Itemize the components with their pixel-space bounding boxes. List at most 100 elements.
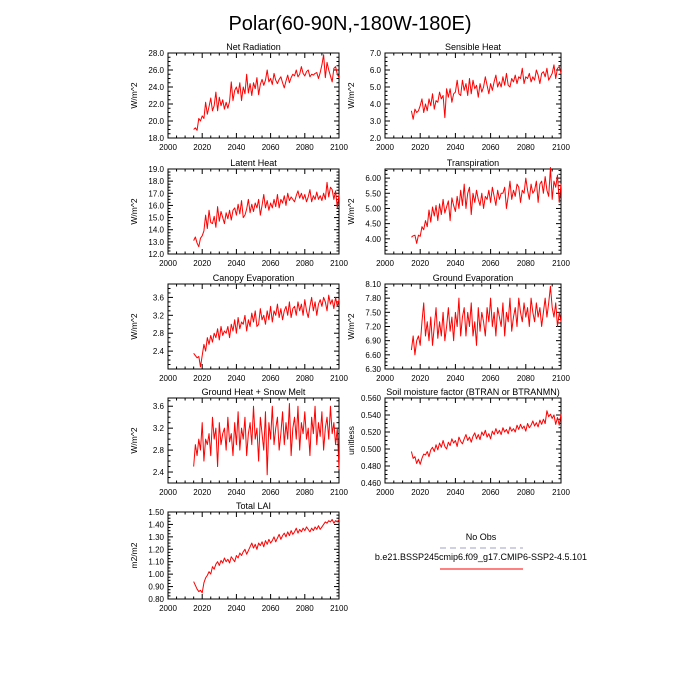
y-axis-label: W/m^2 [129,427,139,453]
x-tick-label: 2040 [228,374,246,383]
x-tick-label: 2060 [262,488,280,497]
x-tick-label: 2020 [193,604,211,613]
panel-net-radiation: Net Radiation 2000 2020 2040 2060 2080 2100 18.… [129,42,348,152]
panel-title: Ground Heat + Snow Melt [202,387,306,397]
y-tick-label: 7.20 [365,323,381,332]
panel-title: Transpiration [447,158,499,168]
x-tick-label: 2040 [447,374,465,383]
y-tick-label: 0.460 [361,479,382,488]
x-tick-label: 2040 [228,488,246,497]
y-tick-label: 7.50 [365,308,381,317]
y-axis-label: W/m^2 [346,313,356,339]
y-axis-label: W/m^2 [346,198,356,224]
x-tick-label: 2040 [447,143,465,152]
y-tick-label: 1.10 [148,558,164,567]
y-tick-label: 6.00 [365,174,381,183]
panel-title: Canopy Evaporation [213,273,295,283]
x-tick-label: 2080 [517,374,535,383]
y-tick-label: 22.0 [148,100,164,109]
x-tick-label: 2060 [262,604,280,613]
series-line [193,181,340,248]
plot-frame [167,283,340,370]
y-tick-label: 0.80 [148,595,164,604]
y-tick-label: 2.4 [153,468,165,477]
panel-soil-moisture-factor-btran-or-btranmn: Soil moisture factor (BTRAN or BTRANMN) 2… [346,387,570,497]
x-tick-label: 2100 [330,259,348,268]
x-tick-label: 2100 [552,143,570,152]
y-tick-label: 2.4 [153,347,165,356]
y-tick-label: 2.8 [153,329,165,338]
y-tick-label: 6.60 [365,351,381,360]
y-tick-label: 1.50 [148,508,164,517]
panel-canopy-evaporation: Canopy Evaporation 2000 2020 2040 2060 2080 21… [129,273,348,383]
y-tick-label: 5.00 [365,204,381,213]
y-axis-label: W/m^2 [346,82,356,108]
x-tick-label: 2020 [193,374,211,383]
panel-ground-evaporation: Ground Evaporation 2000 2020 2040 2060 2080 21… [346,273,570,383]
x-tick-label: 2100 [330,488,348,497]
plot-frame [384,283,562,370]
y-tick-label: 28.0 [148,49,164,58]
x-tick-label: 2100 [330,374,348,383]
x-tick-label: 2100 [552,259,570,268]
series-line [411,166,562,244]
y-tick-label: 3.2 [153,311,165,320]
x-tick-label: 2100 [552,374,570,383]
x-tick-label: 2020 [193,143,211,152]
y-tick-label: 3.2 [153,424,165,433]
y-tick-label: 0.90 [148,583,164,592]
figure-title: Polar(60-90N,-180W-180E) [228,13,471,35]
y-tick-label: 19.0 [148,165,164,174]
y-tick-label: 3.6 [153,402,165,411]
panel-sensible-heat: Sensible Heat 2000 2020 2040 2060 2080 2100 2.0… [346,42,570,152]
panel-title: Net Radiation [226,42,281,52]
plot-frame [384,397,562,484]
y-tick-label: 0.500 [361,445,382,454]
x-tick-label: 2000 [159,604,177,613]
x-tick-label: 2080 [296,143,314,152]
legend: No Obs b.e21.BSSP245cmip6.f09_g17.CMIP6-… [375,532,587,570]
y-axis-label: W/m^2 [129,313,139,339]
panel-title: Sensible Heat [445,42,502,52]
y-tick-label: 0.520 [361,428,382,437]
panel-transpiration: Transpiration 2000 2020 2040 2060 2080 2100 4.0… [346,158,570,268]
x-tick-label: 2060 [482,374,500,383]
x-tick-label: 2040 [447,259,465,268]
x-tick-label: 2080 [296,604,314,613]
x-tick-label: 2000 [159,259,177,268]
y-tick-label: 7.80 [365,294,381,303]
y-tick-label: 1.40 [148,520,164,529]
y-tick-label: 1.30 [148,533,164,542]
x-tick-label: 2060 [262,374,280,383]
y-tick-label: 12.0 [148,250,164,259]
x-tick-label: 2020 [411,143,429,152]
x-tick-label: 2000 [376,374,394,383]
y-axis-label: W/m^2 [129,82,139,108]
x-tick-label: 2020 [193,488,211,497]
series-line [193,518,340,594]
y-tick-label: 16.0 [148,201,164,210]
y-tick-label: 8.10 [365,280,381,289]
panel-title: Ground Evaporation [433,273,514,283]
x-tick-label: 2060 [482,143,500,152]
y-tick-label: 26.0 [148,66,164,75]
panel-latent-heat: Latent Heat 2000 2020 2040 2060 2080 2100 12.0 1… [129,158,348,268]
y-tick-label: 0.540 [361,411,382,420]
x-tick-label: 2020 [411,488,429,497]
y-tick-label: 1.00 [148,570,164,579]
x-tick-label: 2060 [262,259,280,268]
y-tick-label: 3.6 [153,293,165,302]
y-tick-label: 6.30 [365,365,381,374]
x-tick-label: 2080 [296,259,314,268]
x-tick-label: 2000 [376,143,394,152]
x-tick-label: 2040 [228,143,246,152]
series-line [410,285,562,356]
y-tick-label: 20.0 [148,117,164,126]
y-tick-label: 24.0 [148,83,164,92]
y-axis-label: W/m^2 [129,198,139,224]
x-tick-label: 2020 [411,259,429,268]
legend-model-label: b.e21.BSSP245cmip6.f09_g17.CMIP6-SSP2-4.… [375,552,587,562]
panels: Net Radiation 2000 2020 2040 2060 2080 2100 18.… [129,42,570,613]
series-line [193,54,340,131]
x-tick-label: 2040 [228,604,246,613]
